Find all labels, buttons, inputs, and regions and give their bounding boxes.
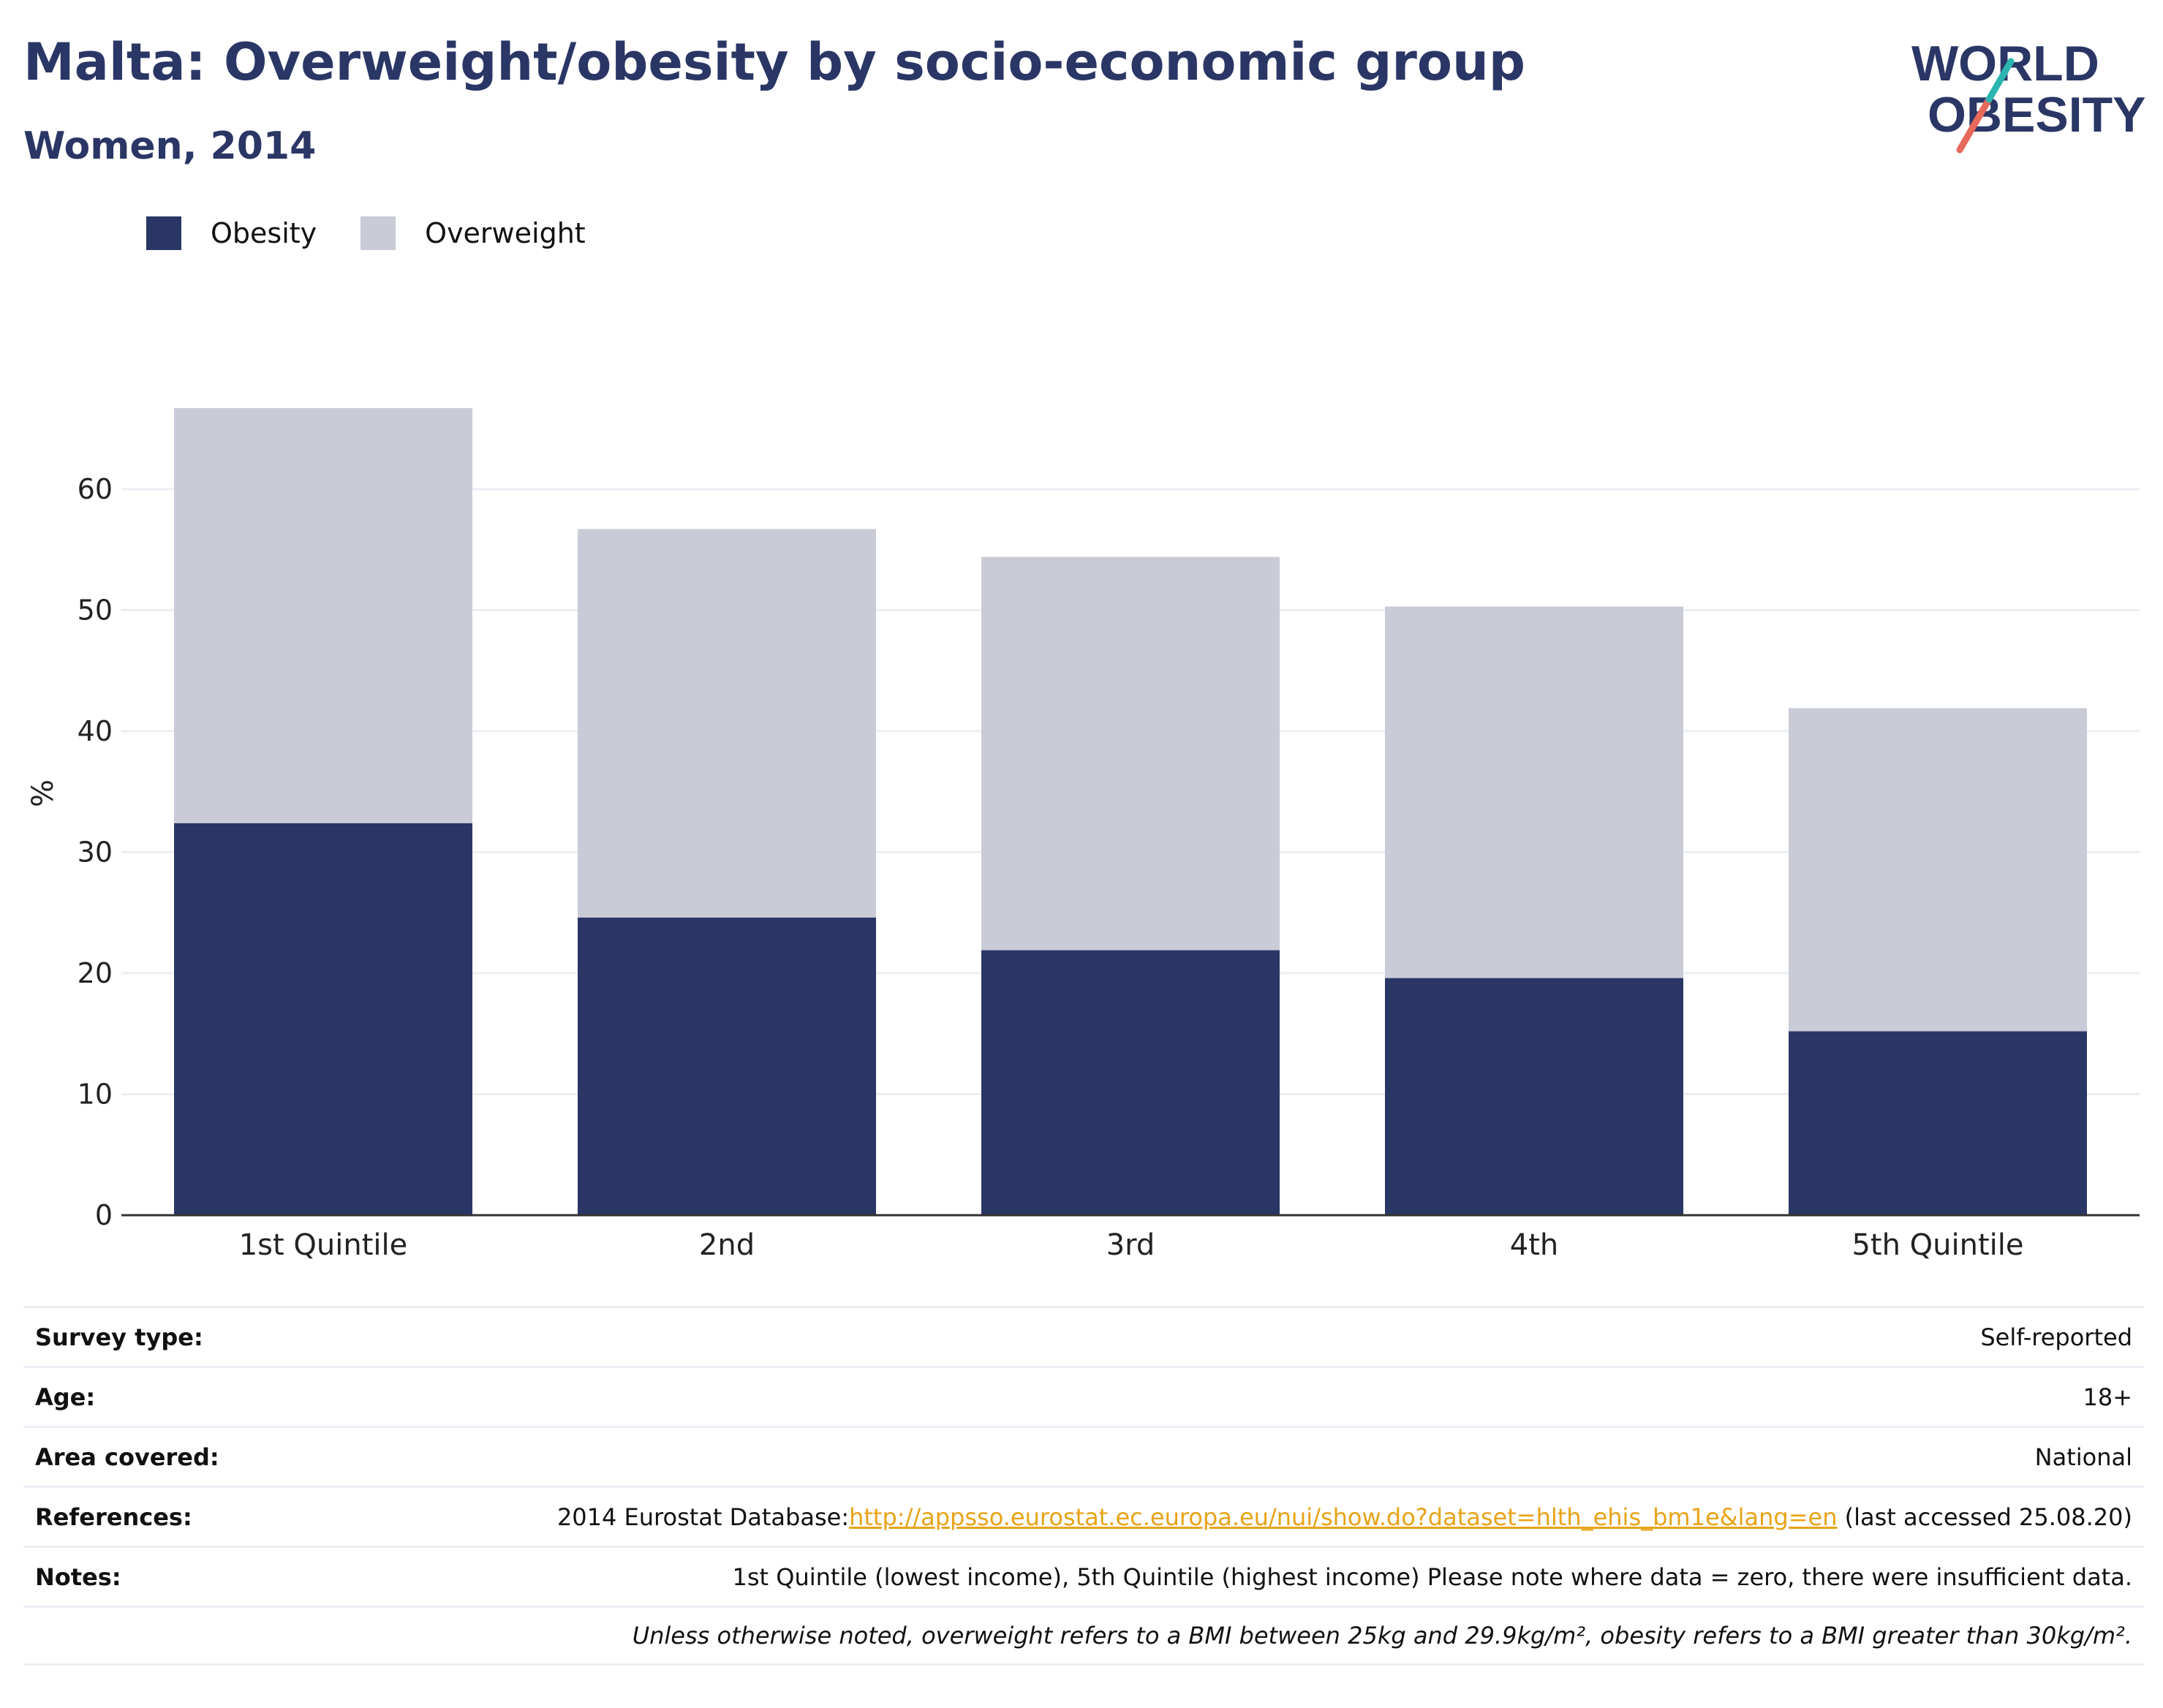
bar-overweight — [1789, 708, 2087, 1032]
meta-row-area: Area covered: National — [23, 1426, 2144, 1486]
bar-overweight — [578, 529, 876, 918]
meta-label: Age: — [35, 1383, 96, 1411]
legend-label-overweight: Overweight — [425, 217, 586, 249]
meta-value: 18+ — [2083, 1383, 2132, 1411]
svg-text:WORLD: WORLD — [1911, 36, 2099, 91]
page-title: Malta: Overweight/obesity by socio-econo… — [23, 32, 1525, 92]
bar-overweight — [981, 556, 1280, 951]
x-tick-label: 4th — [1510, 1228, 1558, 1262]
meta-label: Notes: — [35, 1562, 121, 1591]
meta-value: 2014 Eurostat Database:http://appsso.eur… — [557, 1503, 2132, 1531]
y-tick-label: 40 — [78, 715, 113, 747]
bar-obesity — [578, 917, 876, 1215]
meta-value: 1st Quintile (lowest income), 5th Quinti… — [732, 1562, 2133, 1591]
legend-label-obesity: Obesity — [211, 217, 317, 249]
y-tick-label: 20 — [78, 957, 113, 989]
stacked-bar-chart: 0 10 20 30 40 50 60% 1st Quintile 2nd 3rd 4th 5th Q… — [26, 408, 2140, 1262]
y-axis-label: % — [26, 779, 60, 807]
bar-overweight — [174, 408, 472, 823]
reference-link[interactable]: http://appsso.eurostat.ec.europa.eu/nui/… — [849, 1503, 1838, 1531]
legend-swatch-overweight — [360, 216, 396, 250]
reference-prefix: 2014 Eurostat Database: — [556, 1503, 850, 1531]
definition-note: Unless otherwise noted, overweight refer… — [632, 1622, 2132, 1650]
x-tick-label: 1st Quintile — [239, 1228, 408, 1262]
meta-row-notes: Notes: 1st Quintile (lowest income), 5th… — [23, 1546, 2144, 1606]
legend-item-overweight[interactable]: Overweight — [360, 216, 586, 250]
meta-row-references: References: 2014 Eurostat Database:http:… — [23, 1486, 2144, 1546]
meta-row-definition: Unless otherwise noted, overweight refer… — [23, 1606, 2144, 1666]
meta-row-age: Age: 18+ — [23, 1366, 2144, 1426]
bar-obesity — [1385, 978, 1683, 1215]
x-tick-label: 3rd — [1106, 1228, 1155, 1262]
meta-label: Survey type: — [35, 1323, 203, 1351]
metadata-table: Survey type: Self-reported Age: 18+ Area… — [23, 1306, 2144, 1666]
y-tick-label: 50 — [78, 594, 113, 627]
chart-legend: Obesity Overweight — [146, 216, 630, 250]
legend-swatch-obesity — [146, 216, 181, 250]
svg-text:OBESITY: OBESITY — [1928, 87, 2146, 143]
reference-suffix: (last accessed 25.08.20) — [1837, 1503, 2132, 1531]
meta-label: References: — [35, 1503, 192, 1531]
y-tick-label: 60 — [78, 473, 113, 505]
bar-overweight — [1385, 606, 1683, 978]
world-obesity-logo: WORLD OBESITY — [1911, 36, 2146, 154]
bar-obesity — [174, 823, 472, 1215]
meta-value: Self-reported — [1980, 1323, 2132, 1351]
legend-item-obesity[interactable]: Obesity — [146, 216, 317, 250]
bar-obesity — [981, 950, 1280, 1215]
meta-row-survey-type: Survey type: Self-reported — [23, 1306, 2144, 1366]
y-tick-label: 10 — [78, 1078, 113, 1111]
x-tick-label: 2nd — [699, 1228, 755, 1262]
bar-obesity — [1789, 1031, 2087, 1215]
meta-value: National — [2034, 1443, 2132, 1471]
meta-label: Area covered: — [35, 1443, 219, 1471]
x-tick-label: 5th Quintile — [1851, 1228, 2023, 1262]
y-tick-label: 30 — [78, 836, 113, 869]
y-tick-label: 0 — [95, 1199, 113, 1231]
page-subtitle: Women, 2014 — [23, 124, 317, 168]
